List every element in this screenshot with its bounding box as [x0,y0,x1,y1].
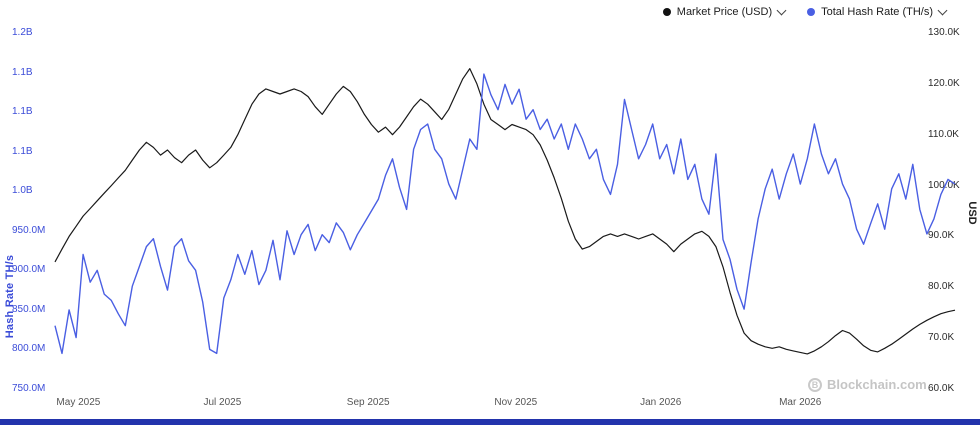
y-axis-tick-right: 120.0K [928,77,960,89]
watermark-text: Blockchain.com [827,377,927,392]
y-axis-tick-left: 850.0M [12,303,46,315]
y-axis-tick-left: 800.0M [12,343,46,355]
y-axis-tick-left: 900.0M [12,264,46,276]
y-axis-tick-left: 1.2B [12,27,33,38]
chart-plot-area[interactable] [0,0,980,412]
y-axis-tick-right: 70.0K [928,332,955,344]
y-axis-tick-right: 130.0K [928,27,960,38]
x-axis-tick: Jul 2025 [203,397,242,408]
hash-rate-dot-icon [807,8,816,16]
x-axis-tick: Mar 2026 [779,397,822,408]
blockchain-logo-icon: B [808,377,822,392]
hash-rate-line [54,73,956,355]
chart-legend: Market Price (USD) Total Hash Rate (TH/s… [662,5,948,18]
y-axis-tick-right: 90.0K [928,230,955,242]
legend-label-market-price: Market Price (USD) [676,6,773,18]
bottom-timeline-bar [0,419,980,425]
y-axis-tick-left: 1.1B [12,145,33,157]
market-price-dot-icon [662,8,671,16]
market-price-line [54,67,956,355]
legend-item-hash-rate[interactable]: Total Hash Rate (TH/s) [807,5,948,18]
y-axis-tick-left: 750.0M [12,383,46,394]
x-axis-tick: May 2025 [56,397,101,408]
y-axis-tick-right: 100.0K [928,179,960,191]
legend-label-hash-rate: Total Hash Rate (TH/s) [821,6,933,18]
chevron-down-icon[interactable] [937,5,948,16]
y-axis-tick-left: 1.0B [12,185,33,197]
y-axis-tick-right: 110.0K [928,128,959,140]
y-axis-tick-left: 1.1B [12,106,33,118]
y-axis-tick-right: 80.0K [928,281,955,293]
x-axis-tick: Nov 2025 [494,397,538,408]
y-axis-tick-right: 60.0K [928,383,955,394]
legend-item-market-price[interactable]: Market Price (USD) [662,5,787,18]
right-axis-title: USD [966,200,978,225]
y-axis-tick-left: 1.1B [12,66,33,78]
y-axis-tick-left: 950.0M [12,224,46,236]
blockchain-watermark: B Blockchain.com [808,377,927,392]
x-axis-tick: Sep 2025 [346,397,390,408]
x-axis-tick: Jan 2026 [640,397,682,408]
chevron-down-icon[interactable] [776,5,787,16]
